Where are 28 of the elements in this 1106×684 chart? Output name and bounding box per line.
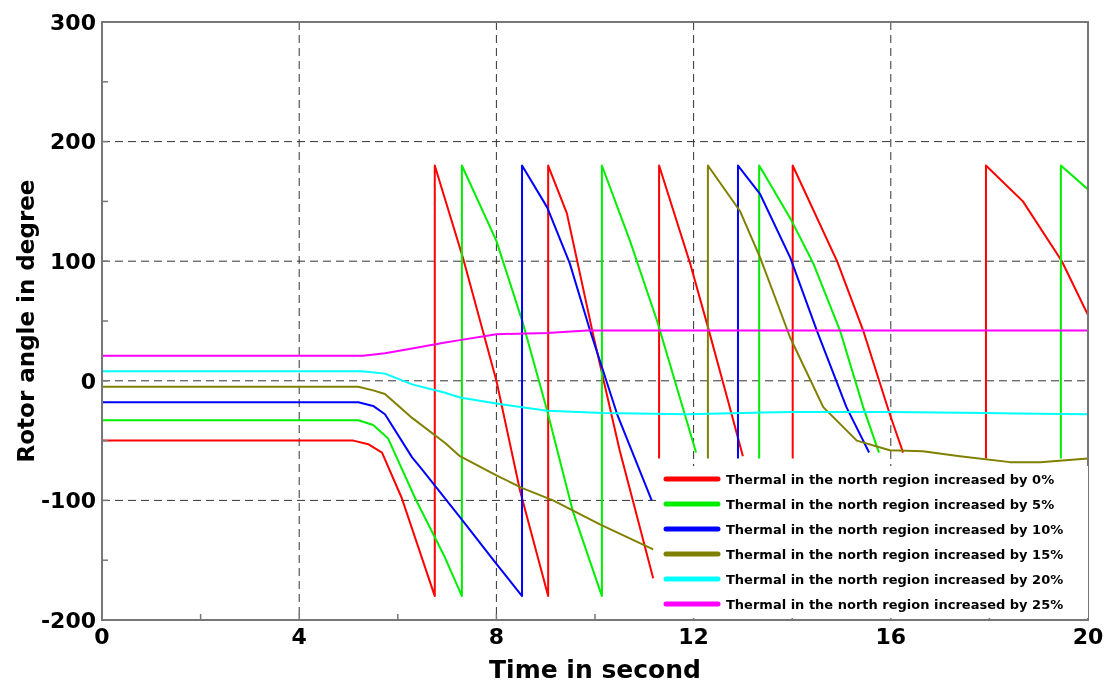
y-tick-label: 100	[50, 248, 96, 274]
line-series	[102, 385, 655, 551]
x-tick-label: 4	[291, 624, 307, 649]
y-tick-label: 0	[80, 368, 96, 394]
y-tick-label: -200	[40, 607, 96, 633]
x-tick-label: 20	[1072, 624, 1104, 649]
line-series	[984, 164, 1088, 460]
line-series	[706, 164, 1088, 464]
line-series	[736, 164, 871, 460]
legend-label: Thermal in the north region increased by 25%	[726, 596, 1064, 612]
legend-label: Thermal in the north region increased by 10%	[726, 521, 1064, 537]
y-tick-label: -100	[40, 488, 96, 514]
line-series	[758, 164, 880, 460]
y-axis-title: Rotor angle in degree	[13, 179, 39, 463]
line-series	[791, 164, 905, 460]
legend-label: Thermal in the north region increased by 20%	[726, 571, 1064, 587]
legend-label: Thermal in the north region increased by 15%	[726, 546, 1064, 562]
x-tick-label: 16	[875, 624, 907, 649]
y-tick-label: 300	[50, 9, 96, 35]
x-axis-title: Time in second	[489, 655, 701, 684]
line-series	[102, 370, 1088, 416]
line-series	[102, 329, 1088, 357]
line-series	[658, 164, 744, 460]
y-tick-label: 200	[50, 129, 96, 155]
legend-label: Thermal in the north region increased by 0%	[726, 471, 1055, 487]
legend-label: Thermal in the north region increased by 5%	[726, 496, 1055, 512]
x-tick-label: 8	[488, 624, 505, 649]
x-tick-label: 12	[678, 624, 709, 649]
